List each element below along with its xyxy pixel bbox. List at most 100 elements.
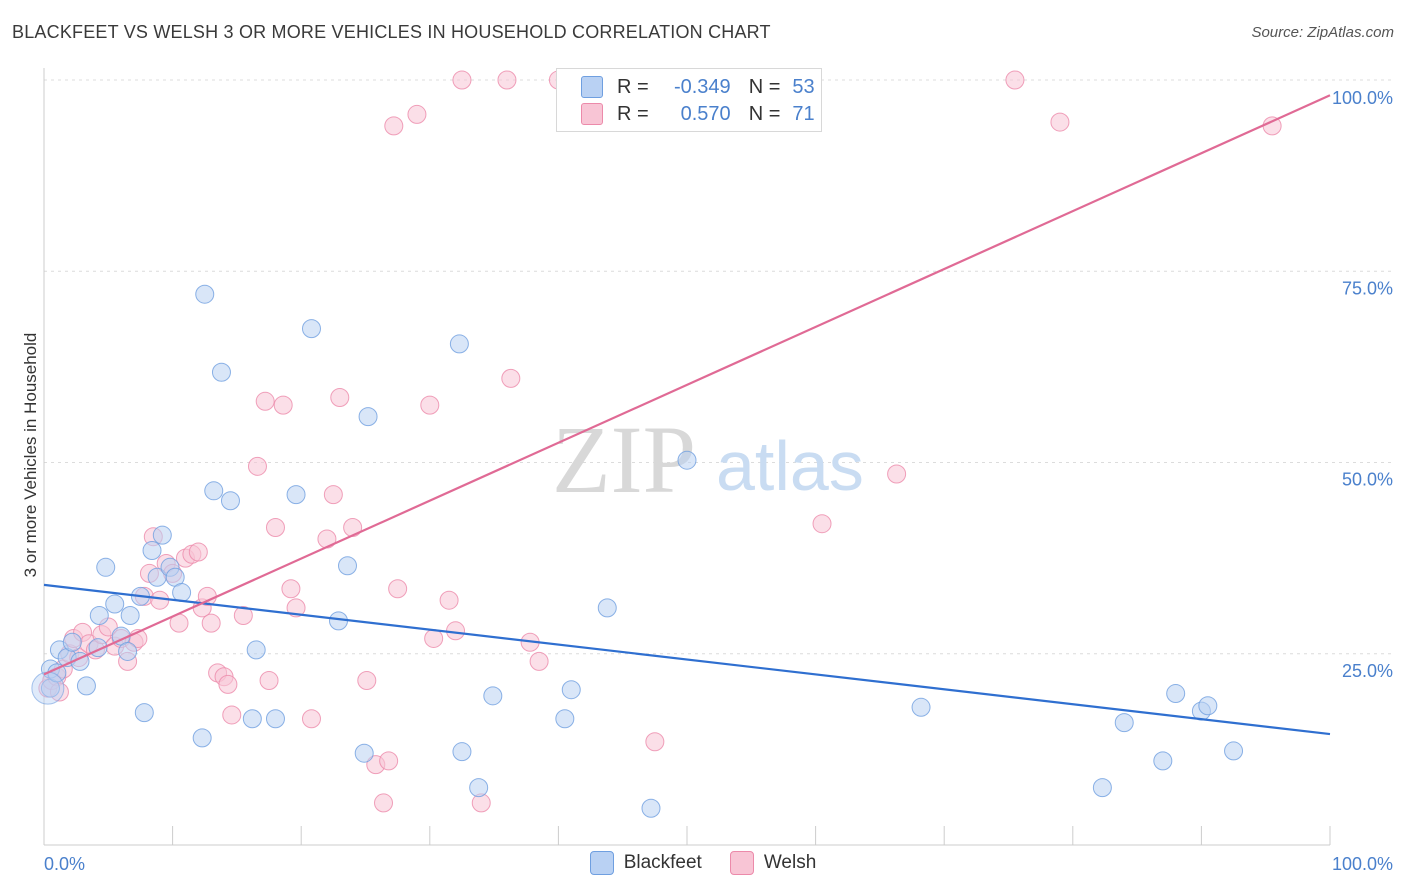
blackfeet-point	[142, 540, 162, 560]
blackfeet-point	[211, 362, 231, 382]
legend-row-blackfeet: R = -0.349 N = 53	[581, 73, 815, 101]
watermark-atlas: atlas	[716, 427, 864, 505]
blackfeet-point	[677, 450, 697, 470]
welsh-point	[529, 651, 549, 671]
legend-n-value: 71	[792, 102, 815, 125]
x-tick-label: 0.0%	[44, 854, 85, 874]
axes	[43, 68, 1331, 846]
y-tick-label: 100.0%	[1332, 88, 1393, 108]
welsh-point	[323, 485, 343, 505]
x-tick-label: 100.0%	[1332, 854, 1393, 874]
blackfeet-point	[31, 671, 65, 705]
welsh-point	[255, 391, 275, 411]
blackfeet-point	[337, 556, 357, 576]
legend-n-label: N =	[748, 75, 781, 98]
blackfeet-point	[265, 709, 285, 729]
legend-row-welsh: R = 0.570 N = 71	[581, 100, 815, 128]
legend-item-welsh[interactable]: Welsh	[729, 851, 817, 875]
welsh-point	[281, 579, 301, 599]
blackfeet-swatch	[589, 851, 614, 875]
y-axis-label: 3 or more Vehicles in Household	[21, 333, 40, 578]
welsh-point	[1050, 112, 1070, 132]
blackfeet-point	[204, 481, 224, 501]
welsh-point	[286, 598, 306, 618]
legend-label-blackfeet: Blackfeet	[623, 852, 702, 873]
welsh-point	[222, 705, 242, 725]
blackfeet-point	[96, 557, 116, 577]
blackfeet-point	[195, 284, 215, 304]
welsh-point	[384, 116, 404, 136]
blackfeet-swatch	[581, 76, 603, 98]
welsh-point	[497, 70, 517, 90]
welsh-point	[887, 464, 907, 484]
trend-lines	[43, 94, 1331, 736]
series-legend: Blackfeet Welsh	[0, 851, 1406, 875]
welsh-point	[357, 671, 377, 691]
blackfeet-point	[561, 680, 581, 700]
legend-n-value: 53	[792, 75, 815, 98]
blackfeet-point	[220, 491, 240, 511]
blackfeet-point	[286, 485, 306, 505]
blackfeet-point	[76, 676, 96, 696]
welsh-point	[645, 732, 665, 752]
blackfeet-point	[449, 334, 469, 354]
y-tick-label: 25.0%	[1342, 661, 1393, 681]
blackfeet-point	[105, 594, 125, 614]
blackfeet-points	[31, 284, 1244, 818]
welsh-point	[452, 70, 472, 90]
stats-legend: R = -0.349 N = 53 R = 0.570 N = 71	[556, 68, 822, 132]
blackfeet-point	[597, 598, 617, 618]
legend-r-value: -0.349	[673, 75, 731, 98]
blackfeet-point	[1153, 751, 1173, 771]
welsh-point	[218, 674, 238, 694]
blackfeet-point	[89, 606, 109, 625]
welsh-point	[330, 387, 350, 407]
blackfeet-point	[911, 697, 931, 717]
welsh-point	[812, 514, 832, 534]
source-label: Source: ZipAtlas.com	[1251, 24, 1394, 41]
blackfeet-point	[469, 778, 489, 798]
blackfeet-point	[1166, 684, 1186, 704]
blackfeet-point	[1092, 778, 1112, 798]
legend-label-welsh: Welsh	[763, 852, 817, 873]
blackfeet-point	[246, 640, 266, 660]
welsh-point	[379, 751, 399, 771]
legend-item-blackfeet[interactable]: Blackfeet	[589, 851, 702, 875]
blackfeet-point	[192, 728, 212, 748]
blackfeet-point	[242, 709, 262, 729]
blackfeet-point	[120, 606, 140, 625]
legend-r-label: R =	[617, 75, 649, 98]
blackfeet-point	[134, 703, 154, 723]
blackfeet-point	[1114, 713, 1134, 733]
blackfeet-point	[452, 742, 472, 762]
welsh-point	[273, 395, 293, 415]
welsh-point	[265, 518, 285, 538]
welsh-point	[420, 395, 440, 415]
welsh-point	[439, 590, 459, 610]
welsh-point	[259, 671, 279, 691]
blackfeet-trend-line	[43, 583, 1331, 736]
welsh-swatch	[581, 103, 603, 125]
blackfeet-point	[301, 319, 321, 339]
y-tick-label: 50.0%	[1342, 470, 1393, 490]
welsh-point	[201, 613, 221, 633]
welsh-point	[424, 628, 444, 648]
welsh-point	[301, 709, 321, 729]
blackfeet-point	[555, 709, 575, 729]
welsh-point	[233, 606, 253, 625]
tick-labels: 25.0% 50.0% 75.0% 100.0% 0.0% 100.0%	[44, 88, 1393, 874]
welsh-point	[388, 579, 408, 599]
welsh-point	[247, 456, 267, 476]
chart-title: BLACKFEET VS WELSH 3 OR MORE VEHICLES IN…	[12, 22, 771, 42]
welsh-trend-line	[43, 94, 1331, 676]
welsh-point	[343, 518, 363, 538]
blackfeet-point	[358, 407, 378, 427]
y-tick-label: 75.0%	[1342, 278, 1393, 298]
welsh-point	[1005, 70, 1025, 90]
legend-r-label: R =	[617, 102, 649, 125]
welsh-point	[407, 104, 427, 124]
blackfeet-point	[118, 641, 138, 661]
blackfeet-point	[641, 798, 661, 818]
watermark-zip: ZIP	[552, 406, 696, 513]
